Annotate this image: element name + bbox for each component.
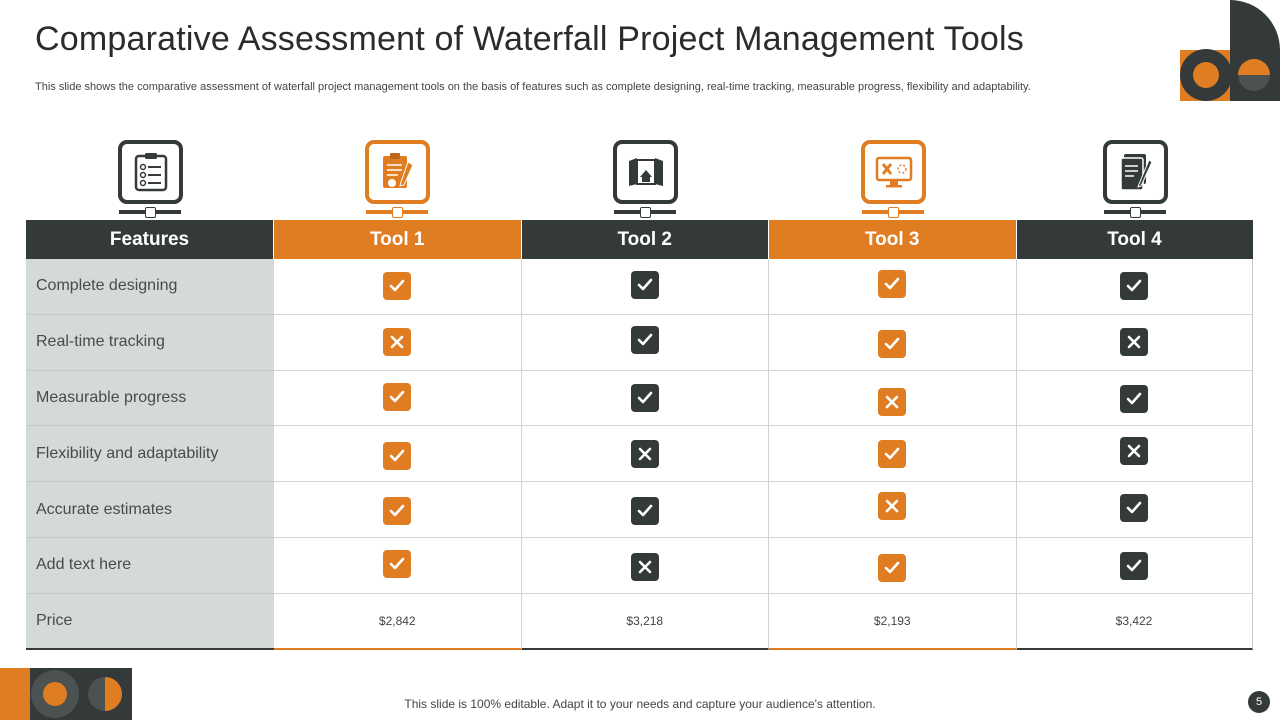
checkmark-icon	[1120, 493, 1148, 522]
tool-1-cell	[274, 259, 522, 315]
tool-1-cell	[274, 314, 522, 371]
tool-3-cell	[769, 426, 1017, 483]
checkmark-icon	[630, 271, 659, 300]
tool-2-cell	[521, 482, 769, 538]
document-edit-icon	[1103, 140, 1168, 204]
checkmark-icon	[878, 554, 907, 583]
feature-label: Add text here	[26, 537, 274, 594]
checkmark-icon	[878, 439, 907, 468]
cross-icon	[1120, 436, 1148, 465]
tool-3-cell	[769, 482, 1017, 538]
table-row: Real-time tracking	[26, 314, 1254, 371]
price-tool-4: $3,422	[1016, 593, 1253, 650]
tool-4-cell	[1016, 259, 1253, 315]
checkmark-icon	[383, 272, 412, 301]
cross-icon	[630, 553, 659, 582]
tool-2-cell	[521, 314, 769, 371]
tool-4-cell	[1016, 482, 1253, 538]
cross-icon	[1120, 328, 1148, 357]
header-tool-3: Tool 3	[769, 220, 1017, 259]
blueprint-icon	[613, 140, 678, 204]
header-tool-2: Tool 2	[521, 220, 769, 259]
tool4-icon-slot	[1100, 140, 1170, 220]
table-row: Flexibility and adaptability	[26, 426, 1254, 483]
tool-3-cell	[769, 259, 1017, 315]
table-row-price: Price $2,842 $3,218 $2,193 $3,422	[26, 593, 1254, 650]
header-features: Features	[26, 220, 274, 259]
tool-1-cell	[274, 426, 522, 483]
checkmark-icon	[630, 326, 659, 355]
tool3-icon-slot	[858, 140, 928, 220]
tool-1-cell	[274, 370, 522, 427]
tool-3-cell	[769, 537, 1017, 594]
tool-4-cell	[1016, 314, 1253, 371]
tool-2-cell	[521, 426, 769, 483]
tool2-icon-slot	[610, 140, 680, 220]
feature-label: Price	[26, 593, 274, 650]
page-title: Comparative Assessment of Waterfall Proj…	[35, 20, 1024, 58]
checkmark-icon	[383, 550, 412, 579]
tool-1-cell	[274, 537, 522, 594]
cross-icon	[878, 387, 907, 416]
checkmark-icon	[383, 382, 412, 411]
tool-2-cell	[521, 370, 769, 427]
corner-decoration	[0, 668, 132, 720]
comparison-table: Features Tool 1 Tool 2 Tool 3 Tool 4 Com…	[26, 220, 1254, 650]
header-tool-4: Tool 4	[1016, 220, 1253, 259]
checkmark-icon	[630, 496, 659, 525]
checkmark-icon	[1120, 272, 1148, 301]
checkmark-icon	[630, 383, 659, 412]
checkmark-icon	[878, 270, 907, 299]
table-row: Accurate estimates	[26, 482, 1254, 538]
tool1-icon-slot	[362, 140, 432, 220]
checkmark-icon	[878, 330, 907, 359]
checkmark-icon	[1120, 552, 1148, 581]
page-number: 5	[1248, 691, 1270, 713]
checkmark-icon	[1120, 384, 1148, 413]
checklist-icon	[118, 140, 183, 204]
tool-2-cell	[521, 259, 769, 315]
tool-4-cell	[1016, 370, 1253, 427]
feature-label: Flexibility and adaptability	[26, 426, 274, 483]
table-body: Complete designing Real-time tracking Meas…	[26, 259, 1254, 650]
feature-label: Accurate estimates	[26, 482, 274, 538]
feature-label: Complete designing	[26, 259, 274, 315]
design-screen-icon	[861, 140, 926, 204]
tool-3-cell	[769, 314, 1017, 371]
price-tool-2: $3,218	[521, 593, 769, 650]
checkmark-icon	[383, 441, 412, 470]
tool-4-cell	[1016, 537, 1253, 594]
cross-icon	[630, 439, 659, 468]
tool-1-cell	[274, 482, 522, 538]
price-tool-3: $2,193	[769, 593, 1017, 650]
table-row: Complete designing	[26, 259, 1254, 315]
corner-decoration	[1180, 0, 1280, 101]
footer-text: This slide is 100% editable. Adapt it to…	[404, 697, 876, 711]
tool-3-cell	[769, 370, 1017, 427]
tool-2-cell	[521, 537, 769, 594]
table-row: Measurable progress	[26, 370, 1254, 427]
feature-label: Measurable progress	[26, 370, 274, 427]
page-subtitle: This slide shows the comparative assessm…	[35, 81, 1031, 93]
header-tool-1: Tool 1	[274, 220, 522, 259]
feature-label: Real-time tracking	[26, 314, 274, 371]
table-row: Add text here	[26, 537, 1254, 594]
price-tool-1: $2,842	[274, 593, 522, 650]
tool-4-cell	[1016, 426, 1253, 483]
table-header-row: Features Tool 1 Tool 2 Tool 3 Tool 4	[26, 220, 1254, 259]
checkmark-icon	[383, 496, 412, 525]
cross-icon	[383, 328, 412, 357]
cross-icon	[878, 491, 907, 520]
features-icon-slot	[115, 140, 185, 220]
clipboard-pen-icon	[365, 140, 430, 204]
